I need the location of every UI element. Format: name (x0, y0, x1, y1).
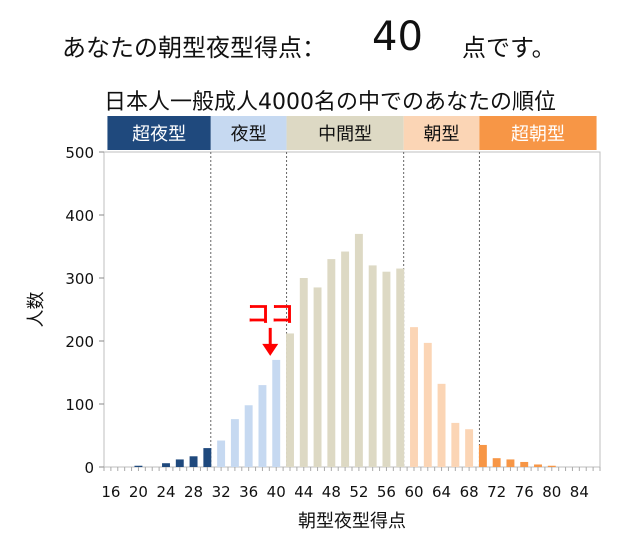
bar-52 (354, 233, 363, 467)
category-label-0: 超夜型 (132, 124, 186, 145)
bar-38 (258, 385, 267, 467)
bar-48 (327, 259, 336, 467)
y-tick-label-1: 100 (65, 396, 94, 414)
x-tick-label-13: 68 (460, 483, 479, 501)
x-tick-label-9: 52 (349, 483, 368, 501)
bar-32 (217, 440, 226, 467)
marker-arrow-head (262, 343, 279, 356)
category-band-4 (479, 116, 597, 150)
x-tick-label-15: 76 (515, 483, 534, 501)
bar-36 (244, 405, 253, 467)
category-band-2 (286, 116, 404, 150)
bar-50 (341, 251, 350, 467)
bar-54 (368, 265, 377, 467)
bar-58 (396, 268, 405, 467)
bar-30 (203, 448, 212, 467)
bar-76 (520, 461, 529, 467)
chart-subtitle: 日本人一般成人4000名の中でのあなたの順位 (104, 90, 556, 115)
bar-46 (313, 287, 322, 467)
y-axis-label: 人数 (26, 292, 47, 328)
x-axis-label: 朝型夜型得点 (298, 511, 406, 532)
category-band-0 (107, 116, 211, 150)
x-tick-label-10: 56 (377, 483, 396, 501)
category-band-3 (403, 116, 480, 150)
bar-66 (451, 422, 460, 467)
category-label-2: 中間型 (318, 124, 372, 145)
x-tick-label-2: 24 (156, 483, 175, 501)
bar-40 (272, 359, 281, 467)
score-value: 40 (372, 14, 423, 60)
bar-28 (189, 456, 198, 467)
x-tick-label-14: 72 (487, 483, 506, 501)
score-headline: あなたの朝型夜型得点： 40 点です。 (0, 12, 640, 68)
bar-60 (410, 327, 418, 467)
x-tick-label-0: 16 (101, 483, 120, 501)
y-tick-label-2: 200 (65, 333, 94, 351)
bar-24 (162, 463, 170, 467)
bar-72 (492, 458, 501, 467)
bar-56 (382, 271, 391, 467)
x-tick-label-11: 60 (404, 483, 423, 501)
bar-74 (506, 459, 515, 467)
bar-68 (465, 429, 474, 467)
bar-34 (230, 419, 239, 467)
x-tick-label-7: 44 (294, 483, 313, 501)
bar-44 (299, 278, 308, 467)
category-label-3: 朝型 (424, 124, 460, 145)
x-tick-label-12: 64 (432, 483, 451, 501)
x-tick-label-6: 40 (267, 483, 286, 501)
category-label-1: 夜型 (231, 124, 267, 145)
bar-64 (437, 383, 446, 467)
x-tick-label-5: 36 (239, 483, 258, 501)
x-tick-label-17: 84 (570, 483, 589, 501)
y-tick-label-5: 500 (65, 144, 94, 162)
bar-80 (547, 465, 556, 467)
marker-label: ココ (246, 300, 294, 328)
x-tick-label-3: 28 (184, 483, 203, 501)
score-prefix-text: あなたの朝型夜型得点： (62, 34, 326, 62)
bar-20 (134, 465, 143, 467)
y-tick-label-0: 0 (84, 459, 94, 477)
score-suffix-text: 点です。 (462, 34, 556, 62)
x-tick-label-4: 32 (212, 483, 231, 501)
bar-42 (286, 333, 294, 467)
category-label-4: 超朝型 (511, 124, 565, 145)
x-tick-label-16: 80 (542, 483, 561, 501)
bar-62 (423, 342, 432, 467)
bar-70 (478, 444, 487, 467)
category-band-1 (210, 116, 287, 150)
x-tick-label-8: 48 (322, 483, 341, 501)
x-tick-label-1: 20 (129, 483, 148, 501)
bar-26 (175, 459, 184, 467)
plot-frame (103, 151, 601, 468)
bar-78 (534, 464, 542, 467)
y-tick-label-4: 400 (65, 207, 94, 225)
y-tick-label-3: 300 (65, 270, 94, 288)
